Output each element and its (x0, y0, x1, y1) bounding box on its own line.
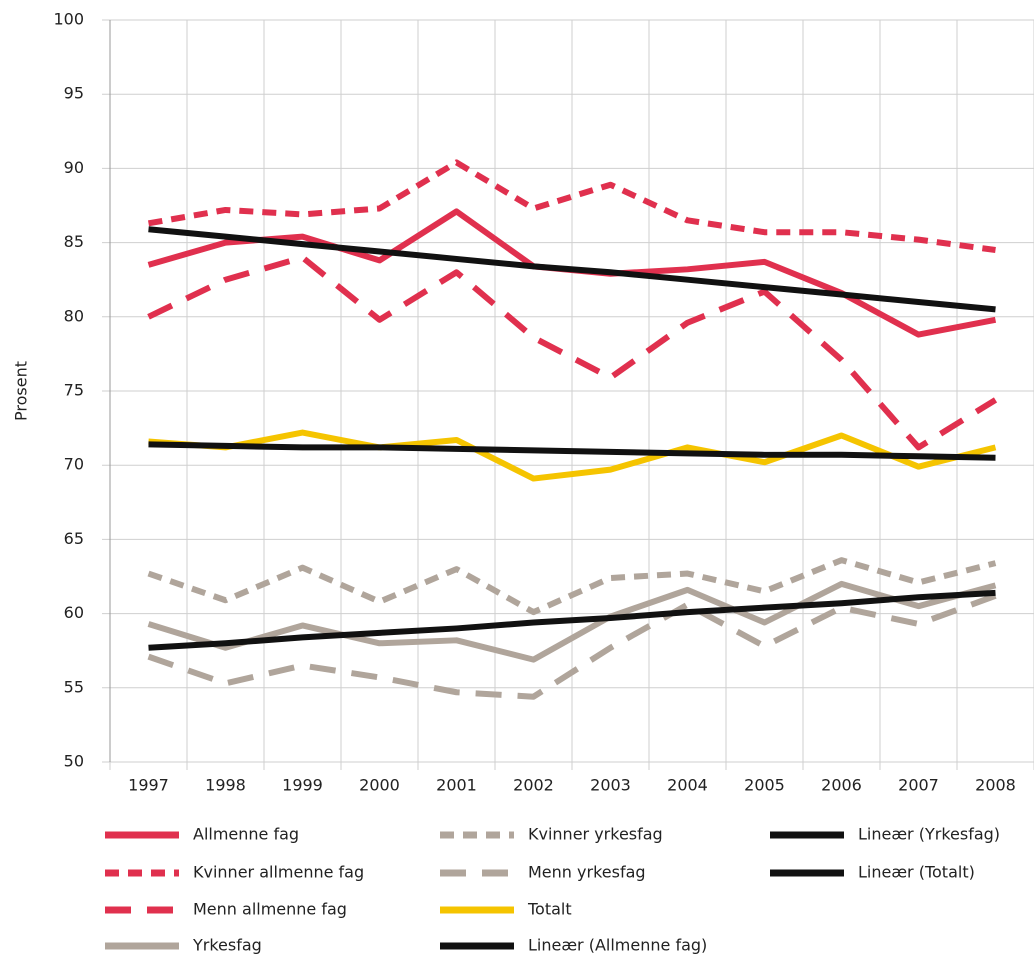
legend-label: Kvinner yrkesfag (528, 825, 663, 844)
y-tick-label: 50 (64, 752, 84, 771)
y-tick-label: 80 (64, 306, 84, 325)
x-tick-label: 2007 (898, 776, 939, 795)
x-tick-label: 1998 (205, 776, 246, 795)
series-line (147, 557, 997, 616)
y-tick-label: 60 (64, 603, 84, 622)
x-tick-label: 2002 (513, 776, 554, 795)
legend-label: Menn yrkesfag (528, 863, 646, 882)
x-tick-label: 2006 (821, 776, 862, 795)
legend-label: Allmenne fag (193, 825, 299, 844)
legend-label: Kvinner allmenne fag (193, 863, 364, 882)
x-tick-label: 1999 (282, 776, 323, 795)
y-axis-label: Prosent (12, 361, 31, 421)
series-line (148, 441, 996, 461)
x-tick-label: 2000 (359, 776, 400, 795)
legend-label: Lineær (Yrkesfag) (858, 825, 1000, 844)
y-tick-label: 90 (64, 158, 84, 177)
x-tick-label: 2001 (436, 776, 477, 795)
y-tick-label: 85 (64, 232, 84, 251)
legend-label: Lineær (Totalt) (858, 863, 975, 882)
series-line (147, 254, 998, 451)
legend-label: Yrkesfag (192, 936, 262, 955)
x-tick-label: 2008 (975, 776, 1016, 795)
series-line (147, 580, 997, 663)
series-line (147, 592, 997, 700)
x-tick-label: 1997 (128, 776, 169, 795)
y-tick-label: 65 (64, 529, 84, 548)
series-line (148, 589, 996, 651)
series-line (147, 159, 996, 253)
y-tick-label: 100 (53, 10, 84, 29)
y-tick-label: 55 (64, 677, 84, 696)
series-line (148, 226, 996, 313)
x-tick-label: 2005 (744, 776, 785, 795)
series-line (148, 429, 997, 482)
x-tick-label: 2003 (590, 776, 631, 795)
y-tick-label: 95 (64, 84, 84, 103)
y-tick-label: 70 (64, 455, 84, 474)
legend-label: Lineær (Allmenne fag) (528, 936, 707, 955)
y-tick-label: 75 (64, 381, 84, 400)
legend-label: Menn allmenne fag (193, 900, 347, 919)
x-tick-label: 2004 (667, 776, 708, 795)
legend-label: Totalt (527, 900, 572, 919)
